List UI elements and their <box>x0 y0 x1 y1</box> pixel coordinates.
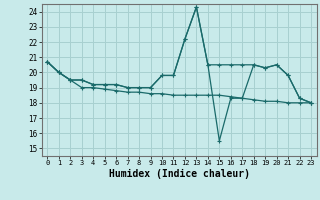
X-axis label: Humidex (Indice chaleur): Humidex (Indice chaleur) <box>109 169 250 179</box>
